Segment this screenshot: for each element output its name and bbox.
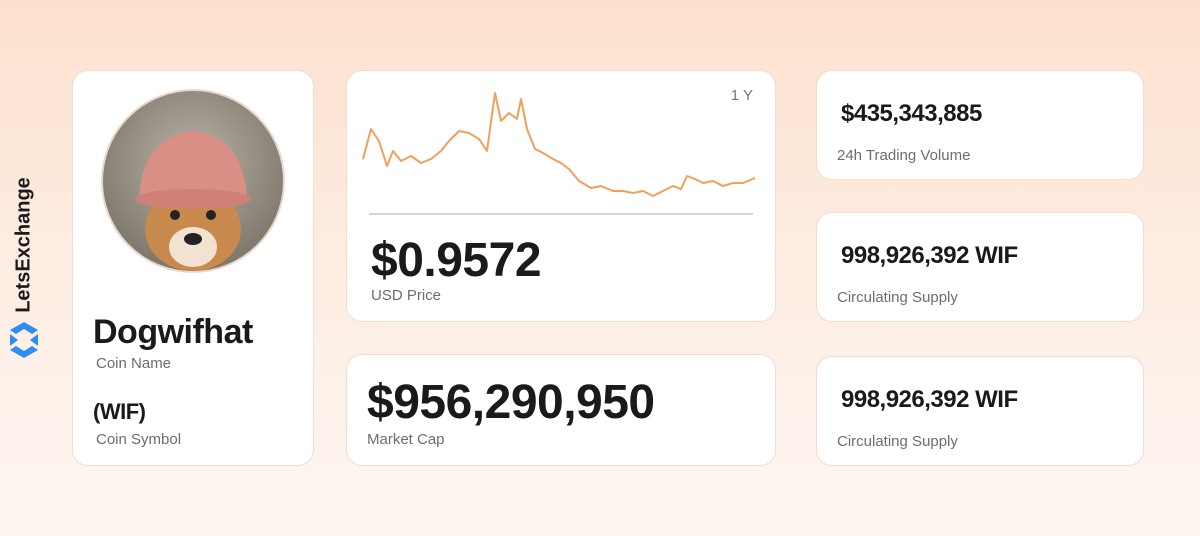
brand-logo (10, 322, 38, 358)
price: $0.9572 (371, 234, 542, 287)
market-cap: $956,290,950 (367, 376, 655, 429)
stat-card: 998,926,392 WIF Circulating Supply (816, 212, 1144, 322)
brand-name: LetsExchange (12, 177, 35, 313)
stat-card: 998,926,392 WIF Circulating Supply (816, 356, 1144, 466)
stat-value: 998,926,392 WIF (841, 242, 1018, 269)
stat-value: $435,343,885 (841, 100, 982, 127)
price-label: USD Price (371, 287, 442, 304)
market-cap-card: $956,290,950 Market Cap (346, 354, 776, 466)
coin-symbol: (WIF) (93, 399, 146, 424)
coin-symbol-label: Coin Symbol (96, 431, 182, 448)
stat-value: 998,926,392 WIF (841, 386, 1018, 413)
coin-card: Dogwifhat Coin Name (WIF) Coin Symbol (72, 70, 314, 466)
period-label: 1 Y (730, 87, 753, 104)
stat-label: 24h Trading Volume (837, 147, 971, 164)
coin-name-label: Coin Name (96, 355, 172, 372)
market-cap-label: Market Cap (367, 431, 445, 448)
coin-name: Dogwifhat (93, 313, 253, 351)
sparkline (362, 92, 756, 215)
price-card: 1 Y $0.9572 USD Price (346, 70, 776, 322)
stat-label: Circulating Supply (837, 433, 958, 450)
stat-label: Circulating Supply (837, 289, 958, 306)
stat-card: $435,343,885 24h Trading Volume (816, 70, 1144, 180)
coin-avatar (101, 89, 285, 273)
